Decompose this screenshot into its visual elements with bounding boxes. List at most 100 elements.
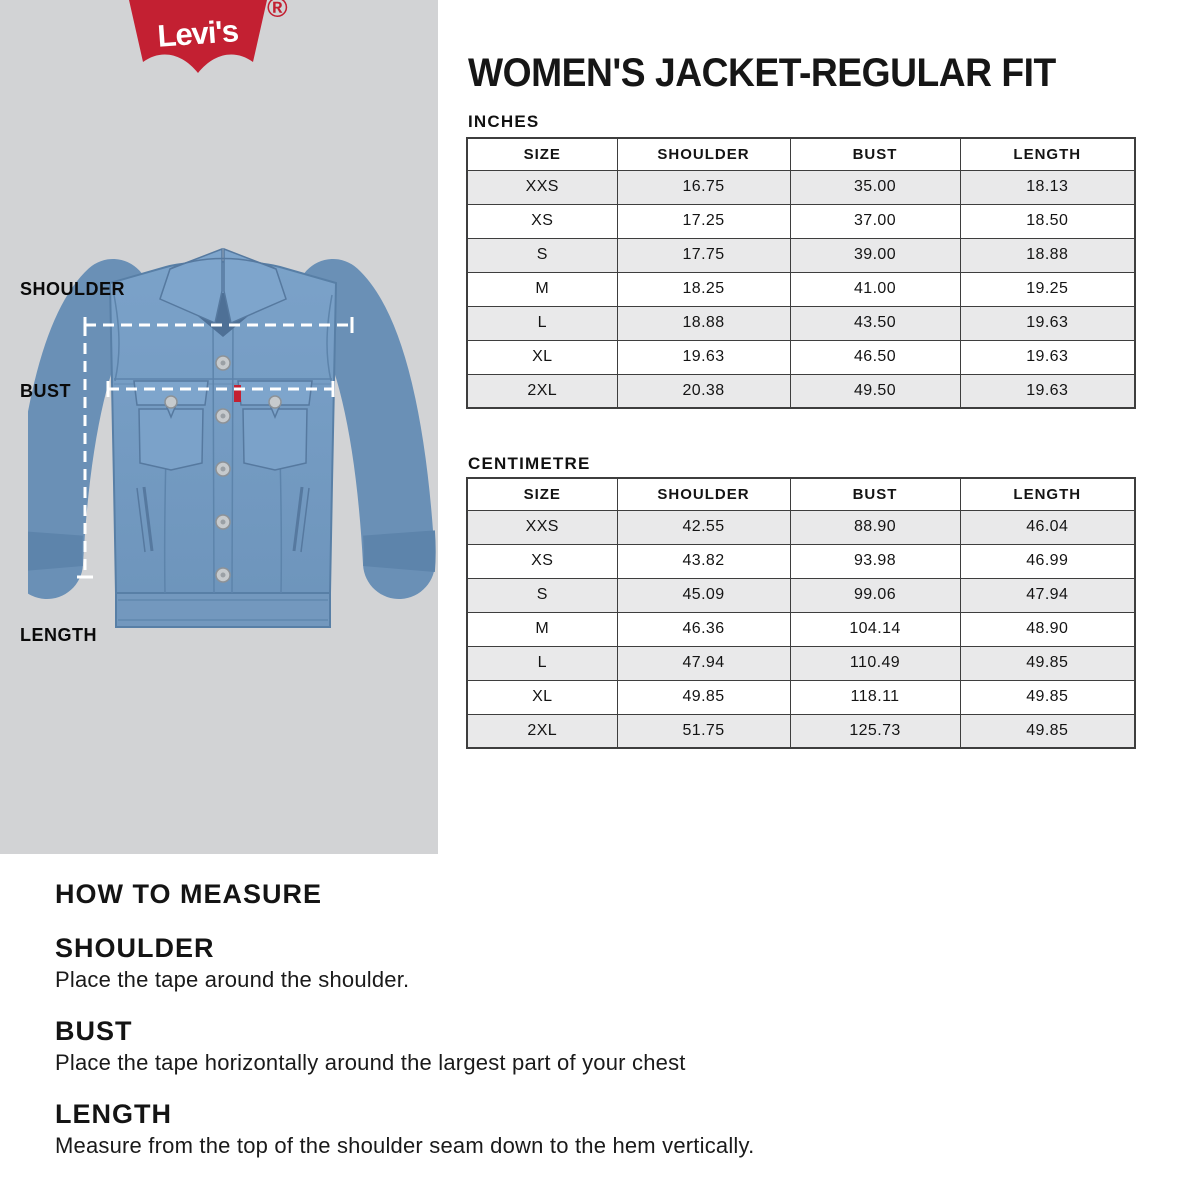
- size-cell: 19.63: [959, 305, 1136, 341]
- size-cell: XL: [466, 679, 618, 715]
- size-cell: 47.94: [959, 577, 1136, 613]
- size-cell: 46.99: [959, 543, 1136, 579]
- batwing-icon: Levi's: [129, 0, 267, 73]
- column-header: BUST: [789, 137, 961, 171]
- product-diagram-panel: Levi's ®: [0, 0, 438, 854]
- size-cell: 104.14: [789, 611, 961, 647]
- size-row: S 17.75 39.00 18.88: [466, 237, 1136, 273]
- column-header: LENGTH: [959, 137, 1136, 171]
- size-cell: XS: [466, 203, 618, 239]
- size-cell: 17.75: [616, 237, 791, 273]
- levis-logo-text: Levi's: [156, 13, 239, 54]
- size-cell: 19.63: [959, 373, 1136, 409]
- size-cell: 49.85: [959, 713, 1136, 749]
- size-cell: 49.85: [616, 679, 791, 715]
- size-cell: 45.09: [616, 577, 791, 613]
- column-header: SIZE: [466, 477, 618, 511]
- size-cell: S: [466, 577, 618, 613]
- size-cell: XL: [466, 339, 618, 375]
- size-row: XXS 42.55 88.90 46.04: [466, 509, 1136, 545]
- size-cell: XXS: [466, 169, 618, 205]
- size-row: XL 49.85 118.11 49.85: [466, 679, 1136, 715]
- length-measure-heading: LENGTH: [55, 1099, 172, 1129]
- size-cell: 35.00: [789, 169, 961, 205]
- length-diagram-label: LENGTH: [20, 625, 97, 645]
- registered-trademark-icon: ®: [267, 0, 288, 23]
- column-header: BUST: [789, 477, 961, 511]
- size-row: XS 17.25 37.00 18.50: [466, 203, 1136, 239]
- size-cell: 93.98: [789, 543, 961, 579]
- size-cell: S: [466, 237, 618, 273]
- size-cell: 2XL: [466, 713, 618, 749]
- size-cell: 2XL: [466, 373, 618, 409]
- centimetre-size-table: SIZE SHOULDER BUST LENGTH XXS 42.55 88.90 46.0…: [466, 477, 1136, 749]
- shoulder-diagram-label: SHOULDER: [20, 279, 126, 299]
- size-cell: 46.04: [959, 509, 1136, 545]
- size-cell: 110.49: [789, 645, 961, 681]
- size-cell: 43.82: [616, 543, 791, 579]
- size-cell: 42.55: [616, 509, 791, 545]
- header-row: SIZE SHOULDER BUST LENGTH: [466, 137, 1136, 171]
- size-cell: 18.88: [959, 237, 1136, 273]
- size-row: XS 43.82 93.98 46.99: [466, 543, 1136, 579]
- size-cell: 88.90: [789, 509, 961, 545]
- size-cell: 19.63: [616, 339, 791, 375]
- inches-size-table: SIZE SHOULDER BUST LENGTH XXS 16.75 35.00 18.1…: [466, 137, 1136, 409]
- size-cell: L: [466, 305, 618, 341]
- bust-measure-heading: BUST: [55, 1016, 133, 1046]
- size-row: M 18.25 41.00 19.25: [466, 271, 1136, 307]
- size-cell: XXS: [466, 509, 618, 545]
- size-cell: 17.25: [616, 203, 791, 239]
- size-cell: 18.88: [616, 305, 791, 341]
- size-row: L 18.88 43.50 19.63: [466, 305, 1136, 341]
- column-header: SHOULDER: [616, 137, 791, 171]
- levis-logo: Levi's ®: [128, 0, 300, 78]
- size-cell: 48.90: [959, 611, 1136, 647]
- bust-diagram-label: BUST: [20, 381, 71, 401]
- jacket-image: [28, 247, 436, 628]
- shoulder-measure-heading: SHOULDER: [55, 933, 215, 963]
- size-row: XXS 16.75 35.00 18.13: [466, 169, 1136, 205]
- size-cell: 49.85: [959, 679, 1136, 715]
- size-cell: 49.50: [789, 373, 961, 409]
- size-cell: 18.25: [616, 271, 791, 307]
- page-title: WOMEN'S JACKET-REGULAR FIT: [468, 51, 1056, 95]
- size-row: S 45.09 99.06 47.94: [466, 577, 1136, 613]
- size-cell: 47.94: [616, 645, 791, 681]
- size-cell: 49.85: [959, 645, 1136, 681]
- size-cell: XS: [466, 543, 618, 579]
- size-cell: 18.13: [959, 169, 1136, 205]
- size-cell: 99.06: [789, 577, 961, 613]
- length-measure-text: Measure from the top of the shoulder sea…: [55, 1133, 755, 1158]
- size-cell: 18.50: [959, 203, 1136, 239]
- how-to-measure-title: HOW TO MEASURE: [55, 879, 323, 909]
- size-cell: 41.00: [789, 271, 961, 307]
- size-cell: 19.25: [959, 271, 1136, 307]
- size-cell: 39.00: [789, 237, 961, 273]
- size-cell: 118.11: [789, 679, 961, 715]
- column-header: SHOULDER: [616, 477, 791, 511]
- size-cell: 125.73: [789, 713, 961, 749]
- centimetre-table-label: CENTIMETRE: [468, 454, 591, 473]
- size-row: L 47.94 110.49 49.85: [466, 645, 1136, 681]
- size-cell: M: [466, 611, 618, 647]
- size-cell: 16.75: [616, 169, 791, 205]
- shoulder-measure-text: Place the tape around the shoulder.: [55, 967, 410, 992]
- size-cell: 19.63: [959, 339, 1136, 375]
- column-header: LENGTH: [959, 477, 1136, 511]
- size-cell: 46.50: [789, 339, 961, 375]
- size-cell: 51.75: [616, 713, 791, 749]
- inches-table-label: INCHES: [468, 112, 540, 131]
- size-cell: L: [466, 645, 618, 681]
- size-cell: 46.36: [616, 611, 791, 647]
- size-cell: M: [466, 271, 618, 307]
- size-cell: 20.38: [616, 373, 791, 409]
- header-row: SIZE SHOULDER BUST LENGTH: [466, 477, 1136, 511]
- bust-measure-text: Place the tape horizontally around the l…: [55, 1050, 686, 1075]
- size-cell: 43.50: [789, 305, 961, 341]
- size-row: XL 19.63 46.50 19.63: [466, 339, 1136, 375]
- size-cell: 37.00: [789, 203, 961, 239]
- column-header: SIZE: [466, 137, 618, 171]
- size-row: 2XL 51.75 125.73 49.85: [466, 713, 1136, 749]
